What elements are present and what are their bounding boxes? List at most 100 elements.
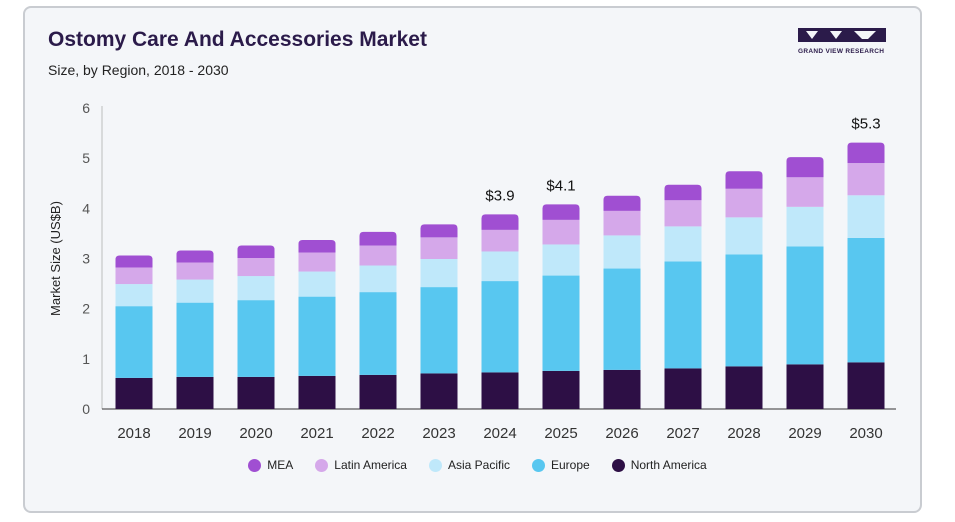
y-tick-label: 0 bbox=[82, 401, 90, 417]
bar-segment-mea bbox=[847, 142, 885, 164]
x-tick-label: 2023 bbox=[422, 425, 455, 442]
y-tick-label: 1 bbox=[82, 351, 90, 367]
bar-segment-europe bbox=[298, 296, 336, 376]
bar-segment-mea bbox=[420, 224, 458, 238]
legend-swatch bbox=[315, 458, 329, 472]
bar-segment-asia-pacific bbox=[176, 279, 214, 303]
legend: MEA Latin America Asia Pacific Europe North … bbox=[0, 458, 955, 472]
bar-segment-mea bbox=[786, 157, 824, 178]
bar-segment-latin-america bbox=[359, 245, 397, 266]
bar-segment-mea bbox=[115, 255, 153, 268]
bar-segment-asia-pacific bbox=[359, 265, 397, 293]
bar-segment-latin-america bbox=[725, 188, 763, 218]
bar-segment-north-america bbox=[786, 364, 824, 409]
x-tick-label: 2018 bbox=[117, 425, 150, 442]
y-tick-label: 2 bbox=[82, 301, 90, 317]
legend-swatch bbox=[532, 458, 545, 472]
bar-segment-asia-pacific bbox=[603, 235, 641, 269]
bar-segment-europe bbox=[664, 261, 702, 369]
x-tick-label: 2029 bbox=[788, 425, 821, 442]
grand-view-research-logo bbox=[798, 28, 886, 42]
bar-segment-latin-america bbox=[664, 200, 702, 227]
y-tick-label: 6 bbox=[82, 100, 90, 116]
x-tick-label: 2027 bbox=[666, 425, 699, 442]
legend-swatch bbox=[248, 458, 262, 472]
y-tick-label: 3 bbox=[82, 251, 90, 267]
bar-segment-latin-america bbox=[847, 163, 885, 196]
bar-segment-latin-america bbox=[420, 237, 458, 260]
bar-segment-europe bbox=[603, 268, 641, 370]
bar-segment-asia-pacific bbox=[237, 276, 275, 301]
bar-segment-mea bbox=[664, 184, 702, 201]
bar-segment-latin-america bbox=[237, 257, 275, 277]
bar-segment-mea bbox=[725, 171, 763, 189]
y-tick-label: 5 bbox=[82, 150, 90, 166]
logo-text: GRAND VIEW RESEARCH bbox=[798, 48, 885, 55]
bar-segment-asia-pacific bbox=[664, 226, 702, 262]
bar-segment-north-america bbox=[542, 370, 580, 409]
x-tick-label: 2020 bbox=[239, 425, 272, 442]
x-tick-label: 2025 bbox=[544, 425, 577, 442]
bar-segment-north-america bbox=[725, 366, 763, 409]
bar-segment-mea bbox=[542, 204, 580, 220]
bar-segment-north-america bbox=[664, 368, 702, 409]
bar-segment-mea bbox=[298, 239, 336, 253]
bar-segment-north-america bbox=[176, 376, 214, 409]
legend-item: Europe bbox=[532, 458, 590, 472]
bar-segment-europe bbox=[786, 246, 824, 365]
x-tick-label: 2019 bbox=[178, 425, 211, 442]
y-axis-label: Market Size (US$B) bbox=[48, 201, 63, 316]
legend-item: Latin America bbox=[315, 458, 407, 472]
bar-segment-europe bbox=[176, 302, 214, 377]
bar-segment-mea bbox=[359, 231, 397, 246]
bar-segment-north-america bbox=[115, 377, 153, 409]
legend-item: Asia Pacific bbox=[428, 458, 510, 472]
bar-segment-north-america bbox=[359, 374, 397, 409]
bar-segment-latin-america bbox=[786, 177, 824, 207]
bar-segment-mea bbox=[237, 245, 275, 258]
legend-item: North America bbox=[611, 458, 707, 472]
bar-segment-north-america bbox=[847, 362, 885, 409]
legend-label: North America bbox=[630, 458, 707, 472]
legend-swatch bbox=[611, 458, 625, 472]
bar-segment-north-america bbox=[298, 375, 336, 409]
bar-segment-asia-pacific bbox=[542, 244, 580, 276]
bar-segment-latin-america bbox=[298, 252, 336, 272]
bar-segment-asia-pacific bbox=[115, 284, 153, 307]
x-tick-label: 2024 bbox=[483, 425, 516, 442]
bar-segment-europe bbox=[115, 306, 153, 378]
bar-segment-asia-pacific bbox=[481, 251, 519, 282]
chart-card bbox=[23, 6, 922, 513]
legend-label: Asia Pacific bbox=[447, 458, 510, 472]
bar-segment-asia-pacific bbox=[725, 217, 763, 255]
x-tick-label: 2022 bbox=[361, 425, 394, 442]
bar-segment-latin-america bbox=[603, 210, 641, 236]
total-value-label: $3.9 bbox=[485, 187, 514, 204]
bar-segment-mea bbox=[481, 214, 519, 230]
bar-segment-latin-america bbox=[542, 219, 580, 245]
bar-segment-asia-pacific bbox=[786, 206, 824, 247]
bar-segment-europe bbox=[359, 292, 397, 375]
x-tick-label: 2026 bbox=[605, 425, 638, 442]
x-tick-label: 2028 bbox=[727, 425, 760, 442]
bar-segment-asia-pacific bbox=[847, 195, 885, 238]
bar-segment-europe bbox=[420, 287, 458, 374]
total-value-label: $5.3 bbox=[851, 116, 880, 133]
bar-segment-europe bbox=[847, 237, 885, 363]
y-tick-label: 4 bbox=[82, 200, 90, 216]
bar-segment-europe bbox=[237, 300, 275, 377]
bar-segment-north-america bbox=[237, 376, 275, 409]
bar-segment-asia-pacific bbox=[298, 271, 336, 297]
bar-segment-north-america bbox=[603, 369, 641, 409]
legend-label: Latin America bbox=[334, 458, 407, 472]
legend-item: MEA bbox=[248, 458, 293, 472]
bar-segment-europe bbox=[725, 254, 763, 367]
bar-segment-europe bbox=[542, 275, 580, 371]
chart-subtitle: Size, by Region, 2018 - 2030 bbox=[48, 62, 229, 78]
x-tick-label: 2030 bbox=[849, 425, 882, 442]
bar-segment-north-america bbox=[420, 373, 458, 409]
bar-segment-latin-america bbox=[115, 267, 153, 285]
bar-segment-mea bbox=[176, 250, 214, 263]
total-value-label: $4.1 bbox=[546, 177, 575, 194]
